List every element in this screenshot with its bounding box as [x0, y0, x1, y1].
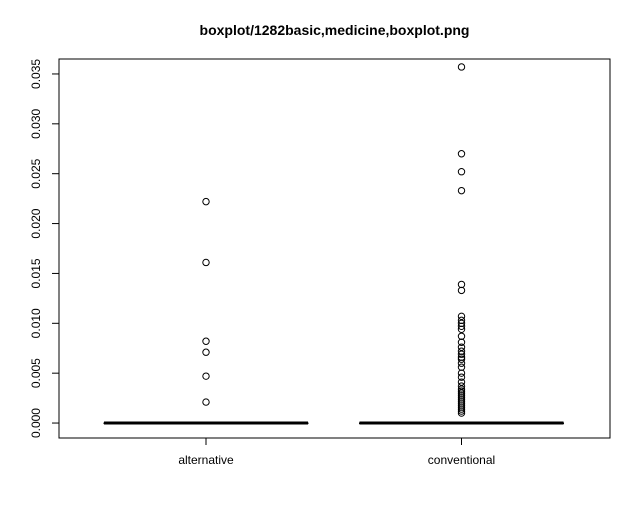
outlier-point: [457, 355, 466, 363]
outlier-point: [457, 350, 466, 358]
outlier-point: [457, 63, 466, 71]
outlier-point: [457, 338, 466, 346]
outlier-point: [457, 150, 466, 158]
outlier-point: [202, 372, 210, 380]
y-tick-label: 0.010: [29, 308, 43, 338]
plot-frame: [58, 58, 611, 439]
outlier-point: [457, 322, 466, 330]
y-tick-label: 0.000: [29, 408, 43, 438]
box-conventional: [359, 63, 564, 425]
outlier-point: [457, 312, 466, 321]
outlier-point: [457, 378, 466, 386]
outlier-point: [457, 363, 466, 371]
outlier-point: [202, 197, 210, 206]
outlier-point: [457, 280, 466, 289]
outlier-point: [457, 382, 466, 390]
outlier-point: [457, 373, 466, 381]
outlier-point: [457, 407, 466, 415]
outlier-point: [202, 337, 210, 345]
outlier-point: [202, 348, 210, 356]
box-alternative: [103, 197, 309, 425]
outlier-point: [457, 186, 466, 195]
x-axis: alternative conventional: [178, 438, 495, 467]
chart-title: boxplot/1282basic,medicine,boxplot.png: [200, 22, 470, 38]
boxes: [103, 63, 564, 425]
outlier-point: [457, 325, 466, 333]
y-axis: 0.000 0.005 0.010 0.015 0.020 0.025 0.030 0.035: [29, 59, 60, 438]
outlier-point: [457, 405, 466, 413]
y-tick-label: 0.025: [29, 158, 43, 188]
x-tick-label: conventional: [428, 453, 495, 467]
outlier-point: [202, 258, 210, 267]
x-tick-label: alternative: [178, 453, 234, 467]
y-tick-label: 0.005: [29, 358, 43, 388]
outlier-point: [457, 343, 466, 351]
y-tick-label: 0.020: [29, 208, 43, 238]
y-tick-label: 0.015: [29, 258, 43, 288]
outlier-point: [457, 332, 466, 340]
y-tick-label: 0.035: [29, 59, 43, 89]
outlier-point: [457, 168, 466, 176]
outlier-point: [457, 369, 466, 377]
outlier-point: [457, 409, 466, 417]
y-tick-label: 0.030: [29, 108, 43, 138]
outlier-point: [457, 359, 466, 367]
outlier-point: [457, 286, 466, 295]
outlier-point: [202, 398, 210, 406]
